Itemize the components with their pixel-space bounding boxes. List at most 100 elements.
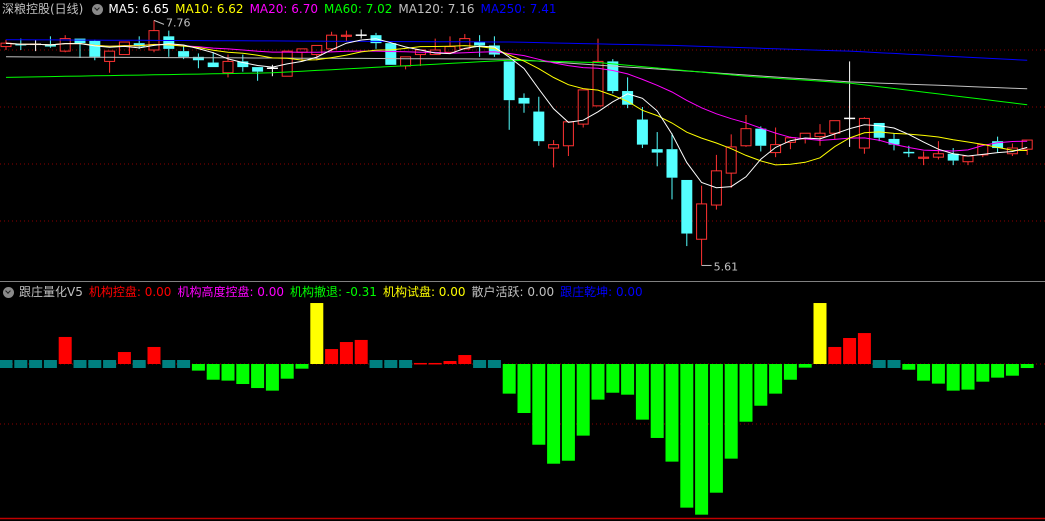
candle xyxy=(355,29,367,39)
indicator-bar xyxy=(251,364,265,389)
candle xyxy=(163,30,175,57)
indicator-bar xyxy=(769,364,783,394)
indicator-bar xyxy=(413,362,427,365)
candle xyxy=(30,39,42,52)
indicator-bar xyxy=(295,364,309,369)
indicator-bar xyxy=(917,364,931,381)
candle-body xyxy=(770,144,782,154)
candle-body xyxy=(488,45,500,55)
indicator-bar xyxy=(43,360,57,368)
candle-body xyxy=(74,38,86,44)
high-price-label: 7.76 xyxy=(166,16,191,29)
candle-body xyxy=(89,40,101,57)
chevron-down-icon[interactable] xyxy=(92,3,104,15)
candle-body xyxy=(636,119,648,145)
candle-body xyxy=(385,43,397,65)
indicator-bar xyxy=(902,364,916,370)
indicator-bar xyxy=(709,364,723,493)
indicator-item: 机构试盘: 0.00 xyxy=(382,285,466,299)
indicator-bar xyxy=(73,360,87,368)
indicator-bar xyxy=(354,339,368,364)
candle-body xyxy=(858,117,870,149)
indicator-item: 散户活跃: 0.00 xyxy=(471,285,555,299)
indicator-bar xyxy=(384,360,398,368)
ma250-line xyxy=(5,39,1028,61)
ma60-label: MA60: 7.02 xyxy=(324,2,393,16)
indicator-bar xyxy=(428,362,442,365)
indicator-bar xyxy=(369,360,383,368)
indicator-bar xyxy=(991,364,1005,378)
candle-body xyxy=(607,61,619,92)
indicator-bar xyxy=(887,360,901,368)
candle-body xyxy=(222,60,234,74)
candle xyxy=(992,136,1004,153)
indicator-bar xyxy=(561,364,575,461)
ma10-label: MA10: 6.62 xyxy=(175,2,244,16)
ma20-label: MA20: 6.70 xyxy=(249,2,318,16)
indicator-bar xyxy=(517,364,531,414)
indicator-bar xyxy=(325,349,339,364)
candle xyxy=(696,185,708,266)
indicator-bar xyxy=(473,360,487,368)
candle-body xyxy=(992,141,1004,149)
indicator-bar xyxy=(1020,364,1034,369)
candle-body xyxy=(947,153,959,161)
candle-body xyxy=(651,149,663,153)
candle xyxy=(592,38,604,107)
indicator-bar xyxy=(857,333,871,364)
candle xyxy=(0,39,12,50)
chevron-down-icon[interactable] xyxy=(3,286,14,298)
candle-body xyxy=(0,42,12,48)
ma250-label: MA250: 7.41 xyxy=(480,2,557,16)
candle-body xyxy=(1021,139,1033,150)
candle-body xyxy=(755,128,767,146)
candle xyxy=(607,59,619,94)
candle xyxy=(59,35,71,53)
indicator-bar xyxy=(665,364,679,462)
chart-title: 深粮控股(日线) xyxy=(2,2,84,16)
candle xyxy=(178,45,190,60)
candle-body xyxy=(326,34,338,50)
low-price-label: 5.61 xyxy=(714,260,739,273)
indicator-bar xyxy=(280,364,294,379)
indicator-bar xyxy=(88,360,102,368)
indicator-bar xyxy=(798,364,812,368)
candle-body xyxy=(696,203,708,240)
indicator-bar xyxy=(265,364,279,391)
candle xyxy=(104,50,116,73)
indicator-bar xyxy=(931,364,945,384)
candle xyxy=(725,134,737,188)
indicator-bar xyxy=(236,364,250,385)
candle-body xyxy=(444,46,456,53)
candle-body xyxy=(237,61,249,68)
candle xyxy=(858,117,870,154)
candle-body xyxy=(622,91,634,105)
main-chart-header: 深粮控股(日线) MA5: 6.65 MA10: 6.62 MA20: 6.70… xyxy=(0,0,563,18)
candle-body xyxy=(474,42,486,46)
candle-body xyxy=(962,155,974,163)
indicator-bar xyxy=(132,360,146,368)
indicator-bar xyxy=(813,303,827,364)
candle xyxy=(844,61,856,147)
candle xyxy=(784,136,796,150)
ma60-line xyxy=(5,59,1028,106)
candle-body xyxy=(192,56,204,61)
candle xyxy=(148,20,160,53)
candle xyxy=(503,61,515,130)
candle-body xyxy=(548,144,560,149)
indicator-bar xyxy=(177,360,191,368)
candle-body xyxy=(577,89,589,125)
candle-body xyxy=(873,122,885,138)
indicator-bar xyxy=(443,361,457,364)
indicator-bar xyxy=(103,360,117,368)
candle-body xyxy=(503,61,515,101)
candle-body xyxy=(932,153,944,158)
candle xyxy=(636,107,648,149)
candle xyxy=(444,36,456,53)
indicator-bar xyxy=(576,364,590,436)
candle xyxy=(814,124,826,146)
candle-body xyxy=(118,41,130,56)
indicator-bar xyxy=(117,352,131,364)
indicator-bar xyxy=(58,336,72,364)
